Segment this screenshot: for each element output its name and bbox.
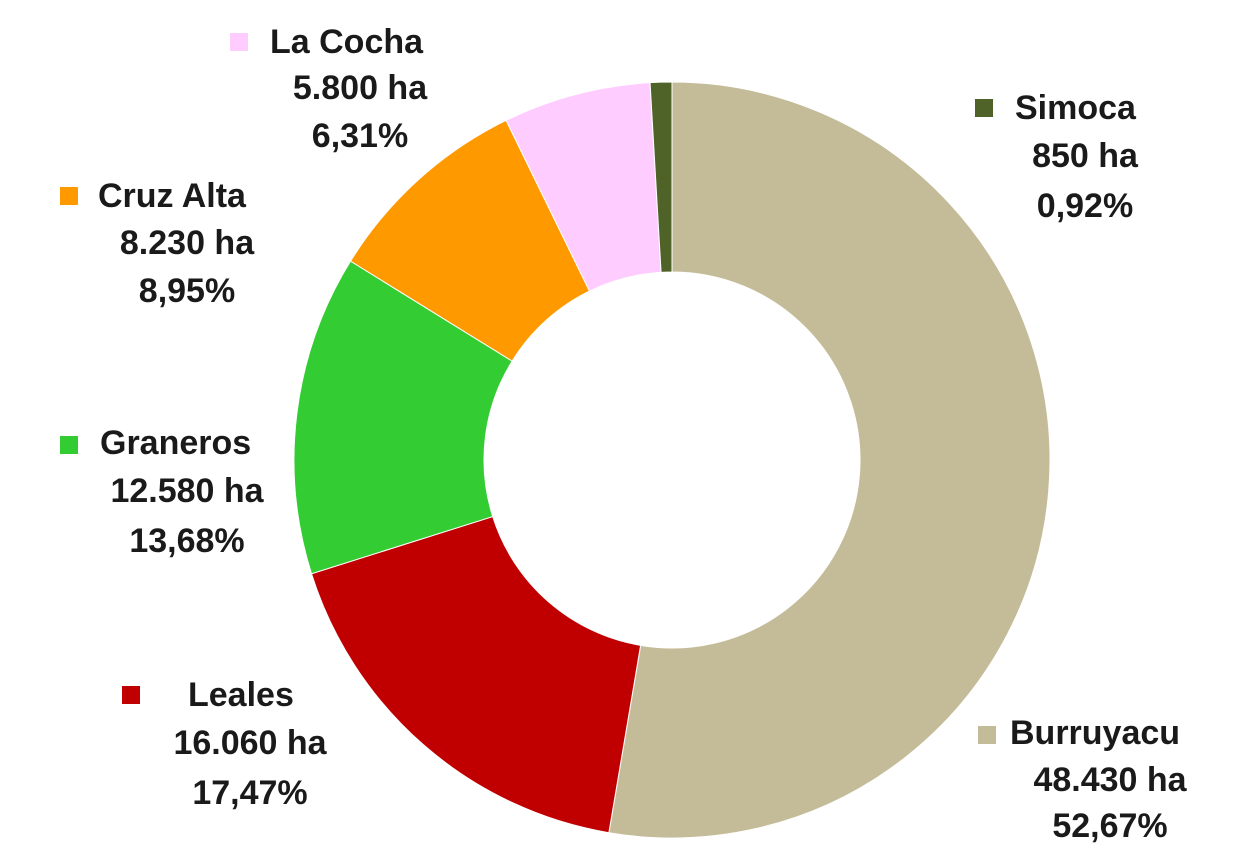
donut-slice [293,260,513,575]
legend-swatch [975,99,993,117]
value-label: 12.580 ha [110,472,264,510]
slice-name: Graneros [100,424,251,462]
slice-name: Leales [188,676,294,714]
value-label: 850 ha [1032,137,1139,175]
percent-label: 0,92% [1037,187,1133,225]
percent-label: 8,95% [139,272,235,310]
legend-swatch [60,436,78,454]
slice-name: Cruz Alta [98,177,247,215]
value-label: 5.800 ha [293,69,428,107]
donut-slice [310,515,642,834]
legend-swatch [60,187,78,205]
value-label: 8.230 ha [120,224,255,262]
legend-swatch [230,33,248,51]
donut-slice [649,81,673,273]
legend-swatch [122,686,140,704]
value-label: 48.430 ha [1033,761,1187,799]
percent-label: 17,47% [192,774,307,812]
value-label: 16.060 ha [173,724,327,762]
slice-name: Burruyacu [1010,714,1180,752]
legend-swatch [978,726,996,744]
donut-slice [608,81,1051,839]
slice-name: La Cocha [270,23,424,61]
percent-label: 6,31% [312,117,408,155]
slice-name: Simoca [1015,89,1137,127]
percent-label: 52,67% [1052,807,1167,845]
percent-label: 13,68% [129,522,244,560]
